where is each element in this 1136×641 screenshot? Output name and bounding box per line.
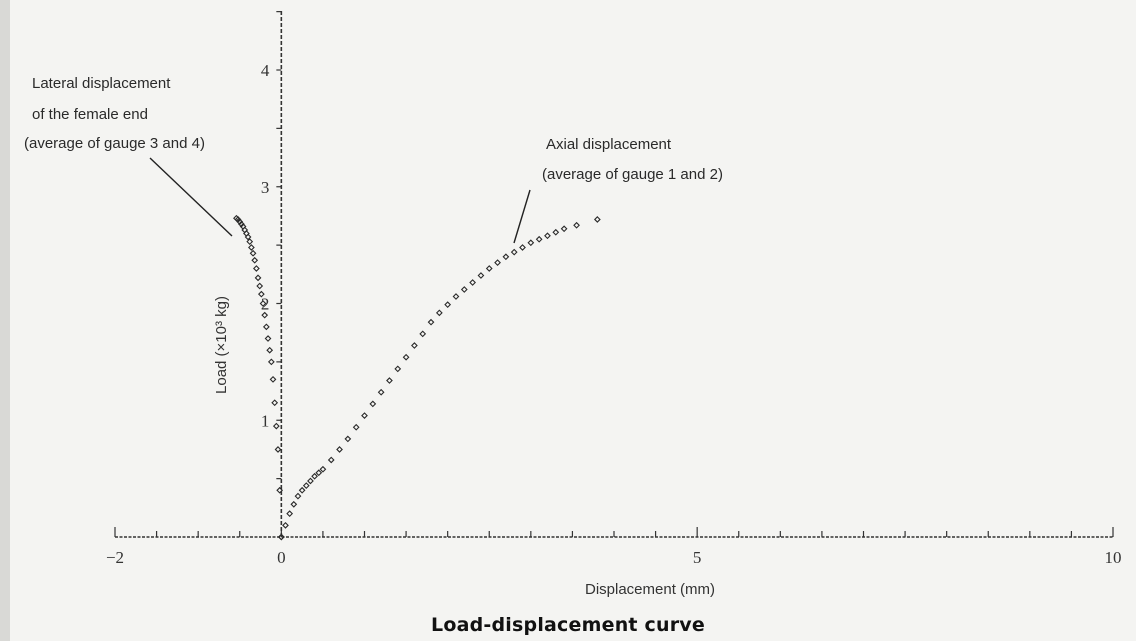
data-point bbox=[419, 330, 427, 338]
data-point bbox=[234, 216, 242, 223]
x-tick-label: 10 bbox=[1105, 548, 1122, 567]
data-point bbox=[256, 282, 264, 290]
data-point bbox=[394, 365, 402, 373]
data-point bbox=[249, 249, 257, 257]
data-point bbox=[519, 244, 526, 251]
data-point bbox=[315, 469, 323, 477]
annotation-lateral-leader bbox=[149, 157, 233, 237]
data-point bbox=[344, 435, 352, 443]
data-point bbox=[261, 311, 269, 319]
data-point bbox=[290, 500, 298, 508]
data-point bbox=[282, 521, 289, 529]
y-tick-label: 1 bbox=[261, 411, 270, 430]
x-axis-label: Displacement (mm) bbox=[585, 581, 715, 598]
data-point bbox=[236, 218, 244, 226]
annotation-axial-line-1: Axial displacement bbox=[546, 136, 672, 153]
data-point bbox=[267, 358, 275, 366]
data-point bbox=[298, 486, 306, 494]
data-point bbox=[277, 533, 285, 541]
data-point bbox=[377, 388, 385, 396]
data-point bbox=[239, 223, 247, 230]
data-point bbox=[276, 486, 284, 494]
data-point bbox=[427, 318, 435, 326]
axes bbox=[115, 10, 1113, 538]
data-point bbox=[272, 422, 280, 430]
data-point bbox=[477, 272, 485, 279]
data-point bbox=[369, 400, 377, 408]
data-point bbox=[552, 228, 560, 236]
series-1 bbox=[233, 214, 285, 541]
x-tick-label: −2 bbox=[106, 548, 124, 567]
data-point bbox=[452, 293, 460, 300]
annotation-lateral-line-1: Lateral displacement bbox=[32, 75, 171, 92]
annotation-lateral-line-2: of the female end bbox=[32, 106, 148, 123]
data-point bbox=[307, 477, 314, 485]
data-point bbox=[485, 265, 493, 272]
data-point bbox=[469, 279, 476, 286]
data-point bbox=[352, 423, 360, 431]
figure-caption: Load-displacement curve bbox=[431, 614, 705, 636]
data-point bbox=[560, 225, 568, 233]
data-point bbox=[502, 253, 510, 261]
data-point bbox=[411, 342, 418, 349]
data-point bbox=[386, 377, 393, 384]
x-tick-label: 5 bbox=[693, 548, 702, 567]
data-point bbox=[246, 238, 254, 246]
annotation-axial-leader bbox=[513, 189, 531, 244]
data-point bbox=[266, 346, 274, 354]
annotation-axial: Axial displacement (average of gauge 1 a… bbox=[513, 136, 723, 244]
data-point bbox=[327, 456, 335, 464]
data-point bbox=[494, 259, 501, 267]
data-point bbox=[319, 465, 327, 473]
data-point bbox=[435, 309, 443, 317]
scan-edge-shade bbox=[0, 0, 10, 641]
annotation-lateral-line-3: (average of gauge 3 and 4) bbox=[24, 135, 205, 152]
y-tick-label: 4 bbox=[261, 61, 270, 80]
y-tick-label: 3 bbox=[261, 178, 270, 197]
data-point bbox=[251, 256, 259, 264]
data-point bbox=[253, 265, 260, 272]
data-point bbox=[262, 323, 270, 331]
data-point bbox=[233, 214, 240, 222]
data-point bbox=[302, 482, 310, 490]
data-point bbox=[573, 221, 580, 229]
data-point bbox=[259, 300, 267, 307]
data-point bbox=[248, 244, 255, 251]
data-point bbox=[254, 274, 262, 282]
data-point bbox=[294, 492, 302, 500]
data-point bbox=[286, 510, 294, 518]
data-point bbox=[510, 248, 518, 256]
data-point bbox=[257, 290, 265, 298]
annotation-lateral: Lateral displacement of the female end (… bbox=[24, 75, 233, 237]
data-point bbox=[593, 216, 601, 223]
annotation-axial-line-2: (average of gauge 1 and 2) bbox=[542, 166, 723, 183]
data-point bbox=[402, 353, 410, 361]
data-point bbox=[238, 220, 245, 228]
data-point bbox=[361, 412, 368, 419]
series-layer bbox=[233, 214, 601, 541]
data-point bbox=[460, 286, 468, 293]
x-tick-label: 0 bbox=[277, 548, 286, 567]
data-point bbox=[271, 399, 279, 407]
y-axis-label: Load (×10³ kg) bbox=[213, 296, 230, 394]
data-point bbox=[527, 239, 535, 247]
data-point bbox=[274, 446, 282, 453]
series-2 bbox=[277, 216, 601, 541]
data-point bbox=[444, 301, 452, 309]
data-point bbox=[311, 472, 318, 480]
data-point bbox=[264, 335, 272, 342]
data-point bbox=[544, 232, 551, 240]
data-point bbox=[336, 446, 343, 453]
data-point bbox=[535, 235, 543, 243]
data-point bbox=[269, 376, 277, 383]
